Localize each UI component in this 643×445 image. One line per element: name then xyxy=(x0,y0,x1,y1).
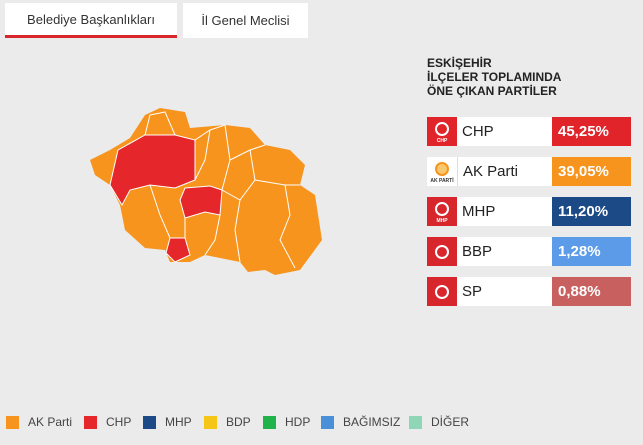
party-logo: AK PARTİ xyxy=(427,157,457,186)
party-share: 39,05% xyxy=(552,157,631,186)
party-share: 0,88% xyxy=(552,277,631,306)
party-name: BBP xyxy=(457,237,552,266)
party-logo: MHP xyxy=(427,197,457,226)
legend-label: BAĞIMSIZ xyxy=(343,415,401,429)
party-row[interactable]: AK PARTİ AK Parti 39,05% xyxy=(427,157,631,186)
legend-item: MHP xyxy=(143,415,192,429)
legend-item: BAĞIMSIZ xyxy=(321,415,400,429)
logo-label: CHP xyxy=(436,138,448,144)
legend-label: BDP xyxy=(226,415,251,429)
party-share: 11,20% xyxy=(552,197,631,226)
title-line: ÖNE ÇIKAN PARTİLER xyxy=(427,84,557,98)
party-name: SP xyxy=(457,277,552,306)
province-area[interactable] xyxy=(179,185,223,219)
province-area[interactable] xyxy=(165,237,191,263)
summary-title: ESKİŞEHİR İLÇELER TOPLAMINDA ÖNE ÇIKAN P… xyxy=(427,56,561,98)
borders xyxy=(144,111,300,269)
party-row[interactable]: CHP CHP 45,25% xyxy=(427,117,631,146)
legend-label: CHP xyxy=(106,415,132,429)
party-name: MHP xyxy=(457,197,552,226)
legend-label: HDP xyxy=(285,415,311,429)
tab[interactable]: Belediye Başkanlıkları xyxy=(5,3,177,38)
tab[interactable]: İl Genel Meclisi xyxy=(183,3,308,38)
party-row[interactable]: BBP 1,28% xyxy=(427,237,631,266)
legend-label: MHP xyxy=(165,415,192,429)
logo-label: MHP xyxy=(436,218,448,224)
party-name: CHP xyxy=(457,117,552,146)
legend-item: BDP xyxy=(204,415,251,429)
legend-label: AK Parti xyxy=(28,415,73,429)
legend-label: DİĞER xyxy=(431,415,470,429)
party-logo xyxy=(427,237,457,266)
party-share: 45,25% xyxy=(552,117,631,146)
legend-item: DİĞER xyxy=(409,415,469,429)
legend-item: AK Parti xyxy=(6,415,72,429)
legend-item: CHP xyxy=(84,415,131,429)
legend-item: HDP xyxy=(263,415,310,429)
map xyxy=(90,108,322,275)
party-logo: CHP xyxy=(427,117,457,146)
logo-label: AK PARTİ xyxy=(430,178,454,184)
party-share: 1,28% xyxy=(552,237,631,266)
party-name: AK Parti xyxy=(457,157,552,186)
party-row[interactable]: SP 0,88% xyxy=(427,277,631,306)
party-logo xyxy=(427,277,457,306)
title-line: İLÇELER TOPLAMINDA xyxy=(427,70,562,84)
title-line: ESKİŞEHİR xyxy=(427,56,492,70)
party-row[interactable]: MHP MHP 11,20% xyxy=(427,197,631,226)
